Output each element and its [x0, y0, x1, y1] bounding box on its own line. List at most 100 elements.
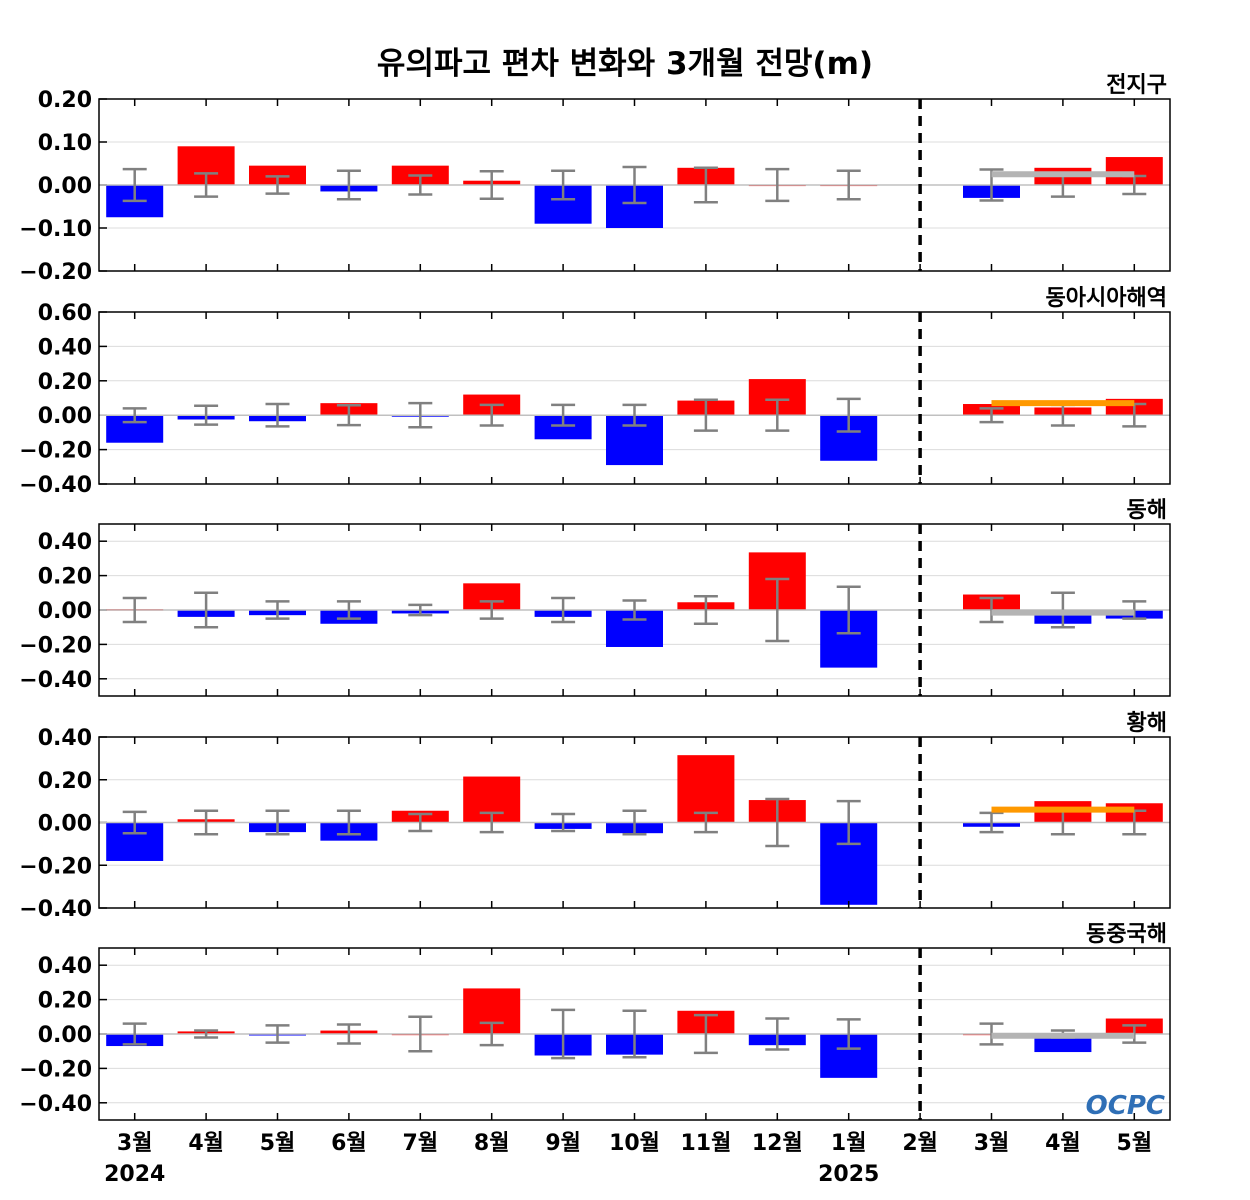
x-tick-label: 5월: [1117, 1131, 1153, 1156]
y-tick-label: 0.00: [38, 812, 92, 837]
panel-title: 동아시아해역: [1046, 286, 1167, 311]
panel-frame: [98, 947, 1171, 1121]
error-bar: [551, 596, 576, 624]
error-bar: [336, 809, 361, 836]
y-tick-label: 0.40: [38, 954, 92, 979]
error-bar: [979, 407, 1004, 424]
error-bar: [479, 600, 504, 620]
error-bar: [265, 600, 290, 620]
error-bar: [551, 1008, 576, 1060]
x-tick-label: 12월: [752, 1131, 803, 1156]
x-tick-label: 4월: [188, 1131, 224, 1156]
error-bar: [265, 402, 290, 428]
error-bar: [836, 585, 861, 635]
x-tick-label: 2월: [902, 1131, 938, 1156]
x-tick-label: 1월: [831, 1131, 867, 1156]
x-tick-label: 8월: [474, 1131, 510, 1156]
y-tick-label: −0.20: [19, 633, 92, 658]
error-bar: [122, 596, 147, 624]
x-tick-label: 5월: [260, 1131, 296, 1156]
chart-title: 유의파고 편차 변화와 3개월 전망(m): [376, 46, 874, 82]
y-tick-label: 0.20: [38, 989, 92, 1014]
error-bar: [265, 809, 290, 836]
error-bar: [408, 603, 433, 617]
y-tick-label: 0.10: [38, 131, 92, 156]
error-bar: [336, 169, 361, 201]
panel-title: 전지구: [1106, 73, 1167, 98]
error-bar: [479, 811, 504, 834]
x-tick-label: 6월: [331, 1131, 367, 1156]
error-bar: [551, 169, 576, 201]
error-bar: [979, 811, 1004, 834]
year-label: 2024: [104, 1162, 165, 1187]
y-tick-label: −0.40: [19, 897, 92, 922]
error-bar: [836, 169, 861, 201]
x-tick-label: 11월: [680, 1131, 731, 1156]
error-bar: [194, 172, 219, 198]
error-bar: [265, 175, 290, 195]
error-bar: [336, 1023, 361, 1045]
error-bar: [194, 809, 219, 836]
error-bar: [765, 1017, 790, 1051]
y-tick-label: 0.00: [38, 404, 92, 429]
x-tick-label: 4월: [1045, 1131, 1081, 1156]
error-bar: [479, 169, 504, 201]
panel-frame: [98, 98, 1171, 272]
error-bar: [122, 810, 147, 835]
error-bar: [479, 403, 504, 427]
y-tick-label: 0.20: [38, 88, 92, 113]
error-bar: [194, 591, 219, 629]
y-tick-label: −0.40: [19, 1092, 92, 1117]
y-tick-label: 0.20: [38, 565, 92, 590]
error-bar: [836, 1018, 861, 1050]
error-bar: [122, 1022, 147, 1046]
error-bar: [408, 812, 433, 833]
y-tick-label: −0.20: [19, 439, 92, 464]
y-tick-label: 0.00: [38, 1023, 92, 1048]
error-bar: [122, 407, 147, 424]
y-tick-label: 0.40: [38, 530, 92, 555]
y-tick-label: −0.40: [19, 473, 92, 498]
error-bar: [194, 404, 219, 426]
error-bar: [765, 797, 790, 848]
error-bar: [622, 599, 647, 621]
error-bar: [194, 1029, 219, 1039]
ocpc-logo: OCPC: [1086, 1091, 1165, 1121]
error-bar: [693, 1013, 718, 1055]
panel-title: 동중국해: [1086, 922, 1167, 947]
panel-title: 동해: [1127, 498, 1167, 523]
y-tick-label: −0.20: [19, 854, 92, 879]
y-tick-label: −0.40: [19, 668, 92, 693]
error-bar: [265, 1024, 290, 1044]
y-tick-label: −0.10: [19, 217, 92, 242]
y-tick-label: −0.20: [19, 260, 92, 285]
error-bar: [551, 403, 576, 427]
x-tick-label: 9월: [545, 1131, 581, 1156]
error-bar: [336, 403, 361, 427]
error-bar: [408, 401, 433, 429]
y-tick-label: 0.20: [38, 769, 92, 794]
panel-frame: [98, 311, 1171, 485]
y-tick-label: 0.00: [38, 174, 92, 199]
x-tick-label: 3월: [974, 1131, 1010, 1156]
error-bar: [122, 167, 147, 203]
panel-frame: [98, 523, 1171, 697]
error-bar: [336, 600, 361, 620]
y-tick-label: −0.20: [19, 1057, 92, 1082]
error-bar: [622, 165, 647, 205]
error-bar: [408, 1015, 433, 1053]
error-bar: [693, 811, 718, 834]
y-tick-label: 0.00: [38, 599, 92, 624]
error-bar: [479, 1021, 504, 1047]
x-tick-label: 7월: [403, 1131, 439, 1156]
y-tick-label: 0.40: [38, 726, 92, 751]
error-bar: [765, 577, 790, 643]
error-bar: [693, 398, 718, 432]
error-bar: [551, 812, 576, 833]
panel-frame: [98, 736, 1171, 909]
error-bar: [693, 594, 718, 626]
error-bar: [765, 167, 790, 203]
error-bar: [693, 166, 718, 204]
x-tick-label: 10월: [609, 1131, 660, 1156]
x-tick-label: 3월: [117, 1131, 153, 1156]
